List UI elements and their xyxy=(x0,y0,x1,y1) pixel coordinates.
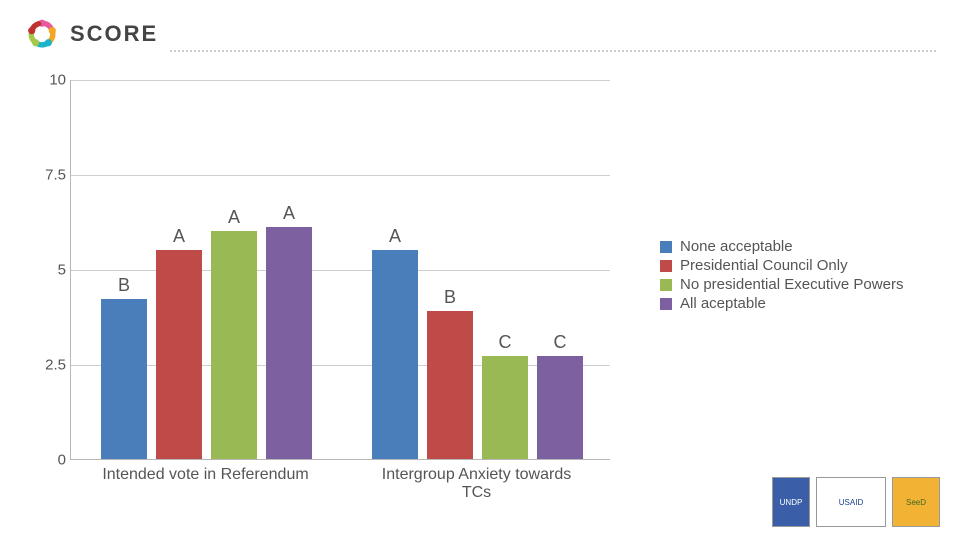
gridline xyxy=(71,175,610,176)
footer-logo-seed: SeeD xyxy=(892,477,940,527)
y-tick-label: 5 xyxy=(38,262,66,279)
legend-label: No presidential Executive Powers xyxy=(680,276,903,293)
bar-letter: C xyxy=(537,332,583,353)
gridline xyxy=(71,365,610,366)
y-tick-label: 10 xyxy=(38,72,66,89)
x-category-label: Intergroup Anxiety towards TCs xyxy=(371,466,582,502)
legend-swatch xyxy=(660,279,672,291)
bar-letter: A xyxy=(156,226,202,247)
plot-area: BAAAABCC xyxy=(70,80,610,460)
legend-label: Presidential Council Only xyxy=(680,257,848,274)
bar-letter: A xyxy=(266,203,312,224)
footer-logos: UNDPUSAIDSeeD xyxy=(772,477,940,527)
legend-swatch xyxy=(660,260,672,272)
header-divider xyxy=(170,50,936,52)
bar: B xyxy=(427,311,473,459)
brand-name: SCORE xyxy=(70,21,158,47)
legend-swatch xyxy=(660,298,672,310)
gridline xyxy=(71,80,610,81)
legend-item: All aceptable xyxy=(660,295,903,312)
legend-item: No presidential Executive Powers xyxy=(660,276,903,293)
score-logo-icon xyxy=(24,16,60,52)
bar: A xyxy=(266,227,312,459)
bar: B xyxy=(101,299,147,459)
bar: A xyxy=(372,250,418,459)
bar: A xyxy=(211,231,257,459)
bar-letter: C xyxy=(482,332,528,353)
bar: C xyxy=(537,356,583,459)
y-tick-label: 0 xyxy=(38,452,66,469)
legend-item: Presidential Council Only xyxy=(660,257,903,274)
bar-letter: B xyxy=(101,275,147,296)
x-category-label: Intended vote in Referendum xyxy=(100,466,311,484)
bar-chart: BAAAABCC 02.557.510Intended vote in Refe… xyxy=(38,80,658,510)
bar-letter: A xyxy=(211,207,257,228)
legend-swatch xyxy=(660,241,672,253)
y-tick-label: 2.5 xyxy=(38,357,66,374)
legend-label: All aceptable xyxy=(680,295,766,312)
bar-letter: B xyxy=(427,287,473,308)
legend-item: None acceptable xyxy=(660,238,903,255)
gridline xyxy=(71,270,610,271)
legend-label: None acceptable xyxy=(680,238,793,255)
bar: A xyxy=(156,250,202,459)
y-tick-label: 7.5 xyxy=(38,167,66,184)
legend: None acceptable Presidential Council Only… xyxy=(660,238,903,314)
footer-logo-undp: UNDP xyxy=(772,477,810,527)
bar: C xyxy=(482,356,528,459)
header: SCORE xyxy=(24,16,158,52)
bar-letter: A xyxy=(372,226,418,247)
footer-logo-usaid: USAID xyxy=(816,477,886,527)
